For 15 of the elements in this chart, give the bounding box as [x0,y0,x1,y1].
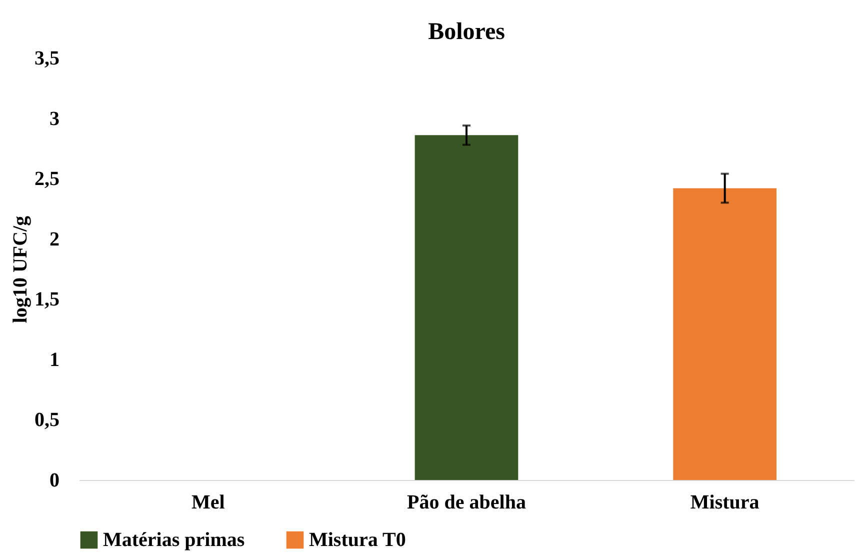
y-tick-label: 2,5 [34,168,60,190]
x-tick-label: Pão de abelha [407,492,526,514]
chart-title: Bolores [428,19,505,45]
y-tick-label: 2 [50,228,60,250]
y-tick-label: 0 [50,470,60,492]
y-tick-label: 0,5 [34,409,60,432]
legend-label: Mistura T0 [309,529,406,551]
y-axis-title: log10 UFC/g [10,216,32,324]
y-tick-label: 3 [50,108,60,130]
y-tick-label: 3,5 [34,48,60,70]
legend-label: Matérias primas [103,529,245,551]
x-tick-label: Mistura [690,492,760,514]
x-tick-label: Mel [192,492,226,514]
y-tick-label: 1,5 [34,288,60,311]
y-tick-label: 1 [50,348,60,371]
